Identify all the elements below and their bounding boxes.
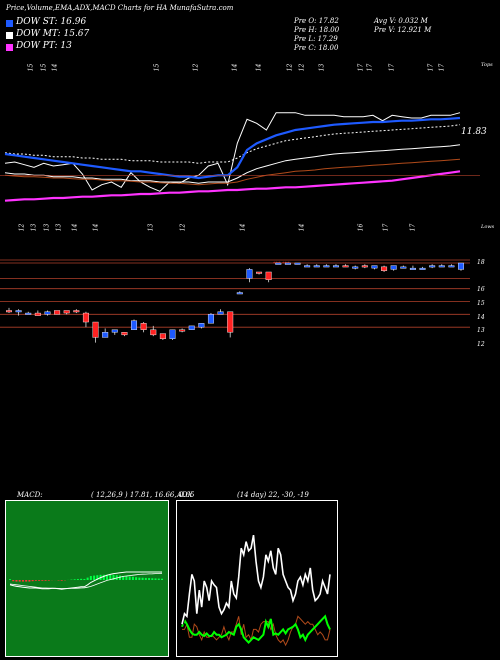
candle-body [458,262,465,270]
candle-body [179,329,186,332]
candle-body [390,265,397,270]
price-axis-label: 16 [477,286,485,293]
candle-body [448,265,455,268]
candle-body [102,332,109,338]
candle-body [207,314,214,324]
candle-body [227,311,234,333]
adx-minus-di-line [182,615,331,647]
candle-body [34,312,41,316]
adx-line [181,534,331,625]
adx-params: (14 day) 22, -30, -19 [237,491,309,499]
candle-body [63,310,70,314]
price-ema-chart [0,112,480,343]
candle-body [246,269,253,279]
candle-body [169,329,176,339]
price-axis-label: 13 [477,327,485,334]
candle-body [371,265,378,269]
ema-dashed-line [4,124,461,164]
chart-title: Price,Volume,EMA,ADX,MACD Charts for HA … [6,4,234,12]
legend-swatch-pt [6,44,13,51]
candle-body [342,265,349,268]
candle-body [44,311,51,315]
avg-volume: Avg V: 0.032 M [374,17,428,25]
candle-body [294,262,301,265]
candle-body [140,323,147,330]
candle-body [256,271,263,274]
candle-body [438,265,445,268]
candle-body [82,312,89,323]
candle-body [332,265,339,268]
candle-body [419,267,426,270]
candle-body [131,320,138,330]
lows-label: Lows [481,224,495,230]
legend-swatch-st [6,20,13,27]
candle-body [54,310,61,315]
macd-line [9,571,162,590]
candle-body [188,325,195,330]
price-axis-label: 12 [477,341,485,348]
candle-body [236,292,243,295]
prev-open: Pre O: 17.82 [294,17,339,25]
ema-line [4,116,461,180]
price-line [4,112,461,192]
candle-body [361,265,368,268]
candle-body [323,265,330,268]
adx-label: ADX [177,491,193,499]
dots-marker: *** *** [273,261,290,267]
prev-volume: Pre V: 12.921 M [374,26,432,34]
macd-signal-line [9,572,163,589]
legend-swatch-mt [6,32,13,39]
legend-dow-mt: DOW MT: 15.67 [16,29,90,39]
candle-body [275,262,282,265]
candle-body [159,333,166,339]
candle-body [198,323,205,328]
candle-body [121,332,128,336]
legend-dow-st: DOW ST: 16.96 [16,17,87,27]
candle-body [381,266,388,271]
price-axis-label: 14 [477,314,485,321]
ema-line [4,144,461,184]
price-axis-label: 18 [477,259,485,266]
candle-body [304,265,311,268]
candle-body [284,262,291,265]
candle-body [15,310,22,313]
prev-low: Pre L: 17.29 [294,35,338,43]
candle-body [313,265,320,268]
candle-body [429,265,436,268]
candle-body [73,310,80,313]
candle-body [265,271,272,280]
ema-line [4,170,461,202]
tops-label: Tops [481,62,493,68]
prev-close: Pre C: 18.00 [294,44,339,52]
ema-value-label: 11.83 [461,127,487,137]
legend-dow-pt: DOW PT: 13 [16,41,72,51]
macd-label: MACD: [17,491,43,499]
ema-line [4,158,461,186]
candle-body [150,329,157,336]
macd-params: ( 12,26,9 ) 17.81, 16.66, 0.65 [91,491,195,499]
candle-body [5,310,12,313]
prev-high: Pre H: 18.00 [294,26,340,34]
price-axis-label: 15 [477,300,485,307]
candle-body [400,266,407,269]
candle-body [92,321,99,338]
candle-body [352,266,359,269]
adx-plus-di-line [181,614,331,644]
candle-body [111,329,118,333]
candle-body [25,312,32,315]
candle-body [409,267,416,270]
candle-body [217,311,224,315]
